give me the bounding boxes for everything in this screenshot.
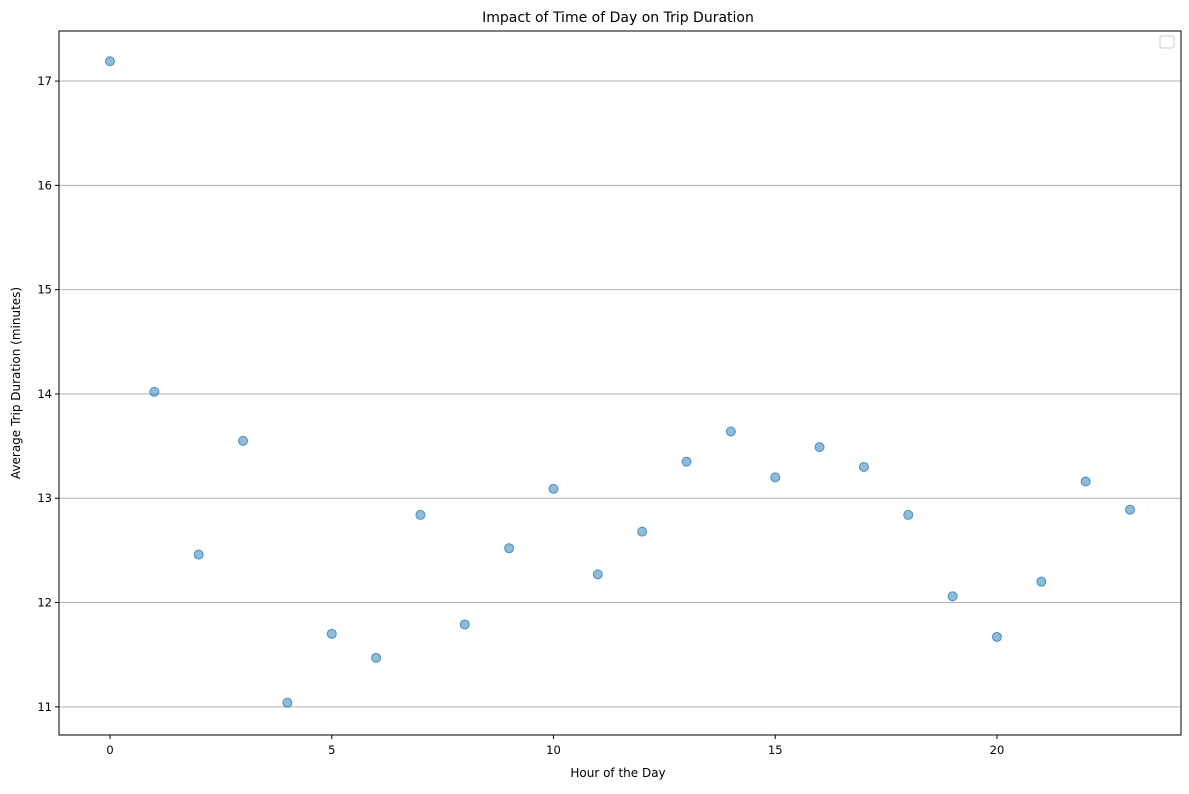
data-point bbox=[193, 549, 204, 560]
legend-box bbox=[1159, 35, 1175, 49]
y-tick-label: 11 bbox=[37, 700, 52, 714]
y-axis-label: Average Trip Duration (minutes) bbox=[9, 287, 23, 479]
data-points bbox=[105, 56, 1135, 708]
x-tick-label: 0 bbox=[106, 743, 113, 757]
data-point bbox=[548, 483, 559, 494]
data-point bbox=[371, 652, 382, 663]
data-point bbox=[459, 619, 470, 630]
y-tick-label: 12 bbox=[37, 596, 52, 610]
data-point bbox=[1125, 504, 1135, 515]
data-point bbox=[149, 386, 160, 397]
x-tick-label: 15 bbox=[768, 743, 783, 757]
data-point bbox=[681, 456, 692, 467]
x-tick-label: 20 bbox=[990, 743, 1005, 757]
y-tick-label: 14 bbox=[37, 387, 52, 401]
axis-ticks: 11 12 13 14 15 16 17 0 5 10 15 20 bbox=[37, 74, 1004, 757]
data-point bbox=[1080, 476, 1091, 487]
data-point bbox=[238, 435, 249, 446]
data-point bbox=[415, 509, 426, 520]
data-point bbox=[991, 631, 1002, 642]
data-point bbox=[504, 543, 515, 554]
data-point bbox=[947, 591, 958, 602]
x-tick-label: 5 bbox=[328, 743, 335, 757]
x-tick-label: 10 bbox=[546, 743, 561, 757]
data-point bbox=[592, 569, 603, 580]
y-tick-label: 15 bbox=[37, 283, 52, 297]
data-point bbox=[637, 526, 648, 537]
data-point bbox=[858, 461, 869, 472]
plot-area bbox=[58, 30, 1182, 736]
data-point bbox=[814, 442, 825, 453]
chart-title: Impact of Time of Day on Trip Duration bbox=[482, 10, 754, 26]
data-point bbox=[282, 697, 293, 708]
data-point bbox=[326, 628, 337, 639]
data-point bbox=[903, 509, 914, 520]
y-tick-label: 17 bbox=[37, 74, 52, 88]
grid-lines bbox=[59, 80, 1181, 708]
data-point bbox=[105, 56, 115, 67]
data-point bbox=[1036, 576, 1047, 587]
y-tick-label: 16 bbox=[37, 178, 52, 192]
y-tick-label: 13 bbox=[37, 491, 52, 505]
data-point bbox=[770, 472, 781, 483]
x-axis-label: Hour of the Day bbox=[570, 766, 665, 780]
data-point bbox=[725, 426, 736, 437]
